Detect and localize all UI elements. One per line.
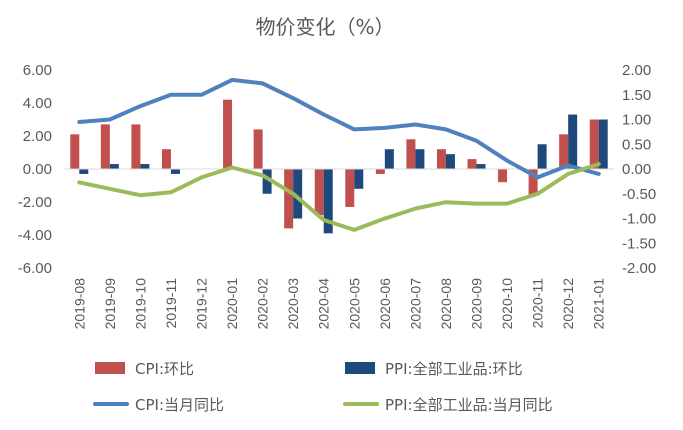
bar-cpi-mom-2020-08 bbox=[436, 149, 446, 169]
bar-cpi-mom-2020-06 bbox=[375, 169, 385, 174]
x-tick-label: 2020-01 bbox=[224, 278, 240, 330]
right-tick-label: 0.50 bbox=[622, 136, 651, 153]
bar-ppi-mom-2019-09 bbox=[109, 164, 119, 169]
left-tick-label: -4.00 bbox=[18, 227, 52, 244]
x-tick-label: 2019-10 bbox=[132, 278, 148, 330]
x-tick-label: 2020-11 bbox=[530, 278, 546, 329]
chart-title: 物价变化（%） bbox=[255, 15, 394, 39]
left-tick-label: 2.00 bbox=[23, 128, 52, 145]
legend-label-cpi-yoy: CPI:当月同比 bbox=[135, 396, 224, 414]
bar-ppi-mom-2020-02 bbox=[262, 169, 272, 194]
bar-cpi-mom-2020-03 bbox=[284, 169, 294, 229]
bar-ppi-mom-2020-12 bbox=[568, 114, 578, 169]
left-tick-label: 0.00 bbox=[23, 161, 52, 178]
x-tick-label: 2019-09 bbox=[102, 278, 118, 330]
bar-cpi-mom-2020-05 bbox=[345, 169, 355, 207]
left-tick-label: 4.00 bbox=[23, 95, 52, 112]
right-tick-label: 2.00 bbox=[622, 62, 651, 79]
bar-cpi-mom-2020-12 bbox=[559, 134, 569, 169]
x-tick-label: 2020-09 bbox=[469, 278, 485, 330]
bar-cpi-mom-2019-09 bbox=[100, 124, 110, 169]
x-tick-label: 2020-06 bbox=[377, 278, 393, 330]
legend-swatch-cpi-mom bbox=[95, 362, 125, 374]
left-tick-label: -2.00 bbox=[18, 194, 52, 211]
right-axis: 2.00 1.50 1.00 0.50 0.00 -0.50 -1.00 -1.50 -2.00 bbox=[622, 62, 656, 277]
right-tick-label: 0.00 bbox=[622, 161, 651, 178]
bar-cpi-mom-2019-10 bbox=[131, 124, 141, 169]
x-tick-label: 2019-08 bbox=[71, 278, 87, 330]
right-tick-label: 1.50 bbox=[622, 87, 651, 104]
lines-layer bbox=[77, 77, 601, 232]
legend-label-ppi-yoy: PPI:全部工业品:当月同比 bbox=[385, 396, 553, 414]
x-tick-label: 2020-07 bbox=[407, 278, 423, 330]
legend-label-ppi-mom: PPI:全部工业品:环比 bbox=[385, 360, 523, 378]
x-tick-label: 2020-04 bbox=[316, 278, 332, 330]
bar-cpi-mom-2020-09 bbox=[467, 159, 477, 169]
x-tick-label: 2019-12 bbox=[194, 278, 210, 330]
bar-cpi-mom-2020-02 bbox=[253, 129, 263, 169]
bar-ppi-mom-2021-01 bbox=[598, 119, 608, 169]
legend-label-cpi-mom: CPI:环比 bbox=[135, 360, 194, 378]
bar-cpi-mom-2020-01 bbox=[223, 99, 233, 169]
x-tick-label: 2020-10 bbox=[499, 278, 515, 330]
x-tick-label: 2020-12 bbox=[560, 278, 576, 330]
right-tick-label: -1.50 bbox=[622, 235, 656, 252]
x-tick-label: 2020-03 bbox=[285, 278, 301, 330]
bar-cpi-mom-2020-07 bbox=[406, 139, 416, 169]
bar-ppi-mom-2020-08 bbox=[445, 154, 455, 169]
line-cpi-yoy bbox=[77, 77, 601, 180]
x-tick-label: 2021-01 bbox=[591, 278, 607, 330]
right-tick-label: -2.00 bbox=[622, 260, 656, 277]
bar-ppi-mom-2020-06 bbox=[384, 149, 394, 169]
x-tick-label: 2019-11 bbox=[163, 278, 179, 329]
x-tick-label: 2020-02 bbox=[255, 278, 271, 330]
bar-cpi-mom-2019-08 bbox=[70, 134, 80, 169]
left-tick-label: -6.00 bbox=[18, 260, 52, 277]
bar-ppi-mom-2020-05 bbox=[354, 169, 364, 189]
x-axis: 2019-08 2019-09 2019-10 2019-11 2019-12 2020-… bbox=[71, 278, 606, 330]
left-tick-label: 6.00 bbox=[23, 62, 52, 79]
legend-swatch-ppi-mom bbox=[345, 362, 375, 374]
bar-ppi-mom-2019-10 bbox=[140, 164, 150, 169]
bar-ppi-mom-2019-08 bbox=[79, 169, 89, 174]
bar-ppi-mom-2020-03 bbox=[293, 169, 303, 219]
bar-cpi-mom-2021-01 bbox=[589, 119, 599, 169]
right-tick-label: -1.00 bbox=[622, 211, 656, 228]
bar-ppi-mom-2020-11 bbox=[537, 144, 547, 169]
line-ppi-yoy bbox=[77, 162, 601, 232]
bar-ppi-mom-2020-09 bbox=[476, 164, 486, 169]
right-tick-label: 1.00 bbox=[622, 112, 651, 129]
bar-ppi-mom-2020-07 bbox=[415, 149, 425, 169]
bars-layer bbox=[70, 99, 608, 234]
bar-cpi-mom-2020-11 bbox=[528, 169, 538, 196]
x-tick-label: 2020-08 bbox=[438, 278, 454, 330]
bar-ppi-mom-2020-04 bbox=[323, 169, 333, 234]
right-tick-label: -0.50 bbox=[622, 186, 656, 203]
bar-cpi-mom-2019-11 bbox=[161, 149, 171, 169]
left-axis: 6.00 4.00 2.00 0.00 -2.00 -4.00 -6.00 bbox=[18, 62, 52, 277]
bar-cpi-mom-2020-10 bbox=[498, 169, 508, 183]
bar-cpi-mom-2020-04 bbox=[314, 169, 324, 216]
x-tick-label: 2020-05 bbox=[346, 278, 362, 330]
legend: CPI:环比 PPI:全部工业品:环比 CPI:当月同比 PPI:全部工业品:当月同比 bbox=[93, 360, 553, 414]
bar-ppi-mom-2019-11 bbox=[170, 169, 180, 174]
